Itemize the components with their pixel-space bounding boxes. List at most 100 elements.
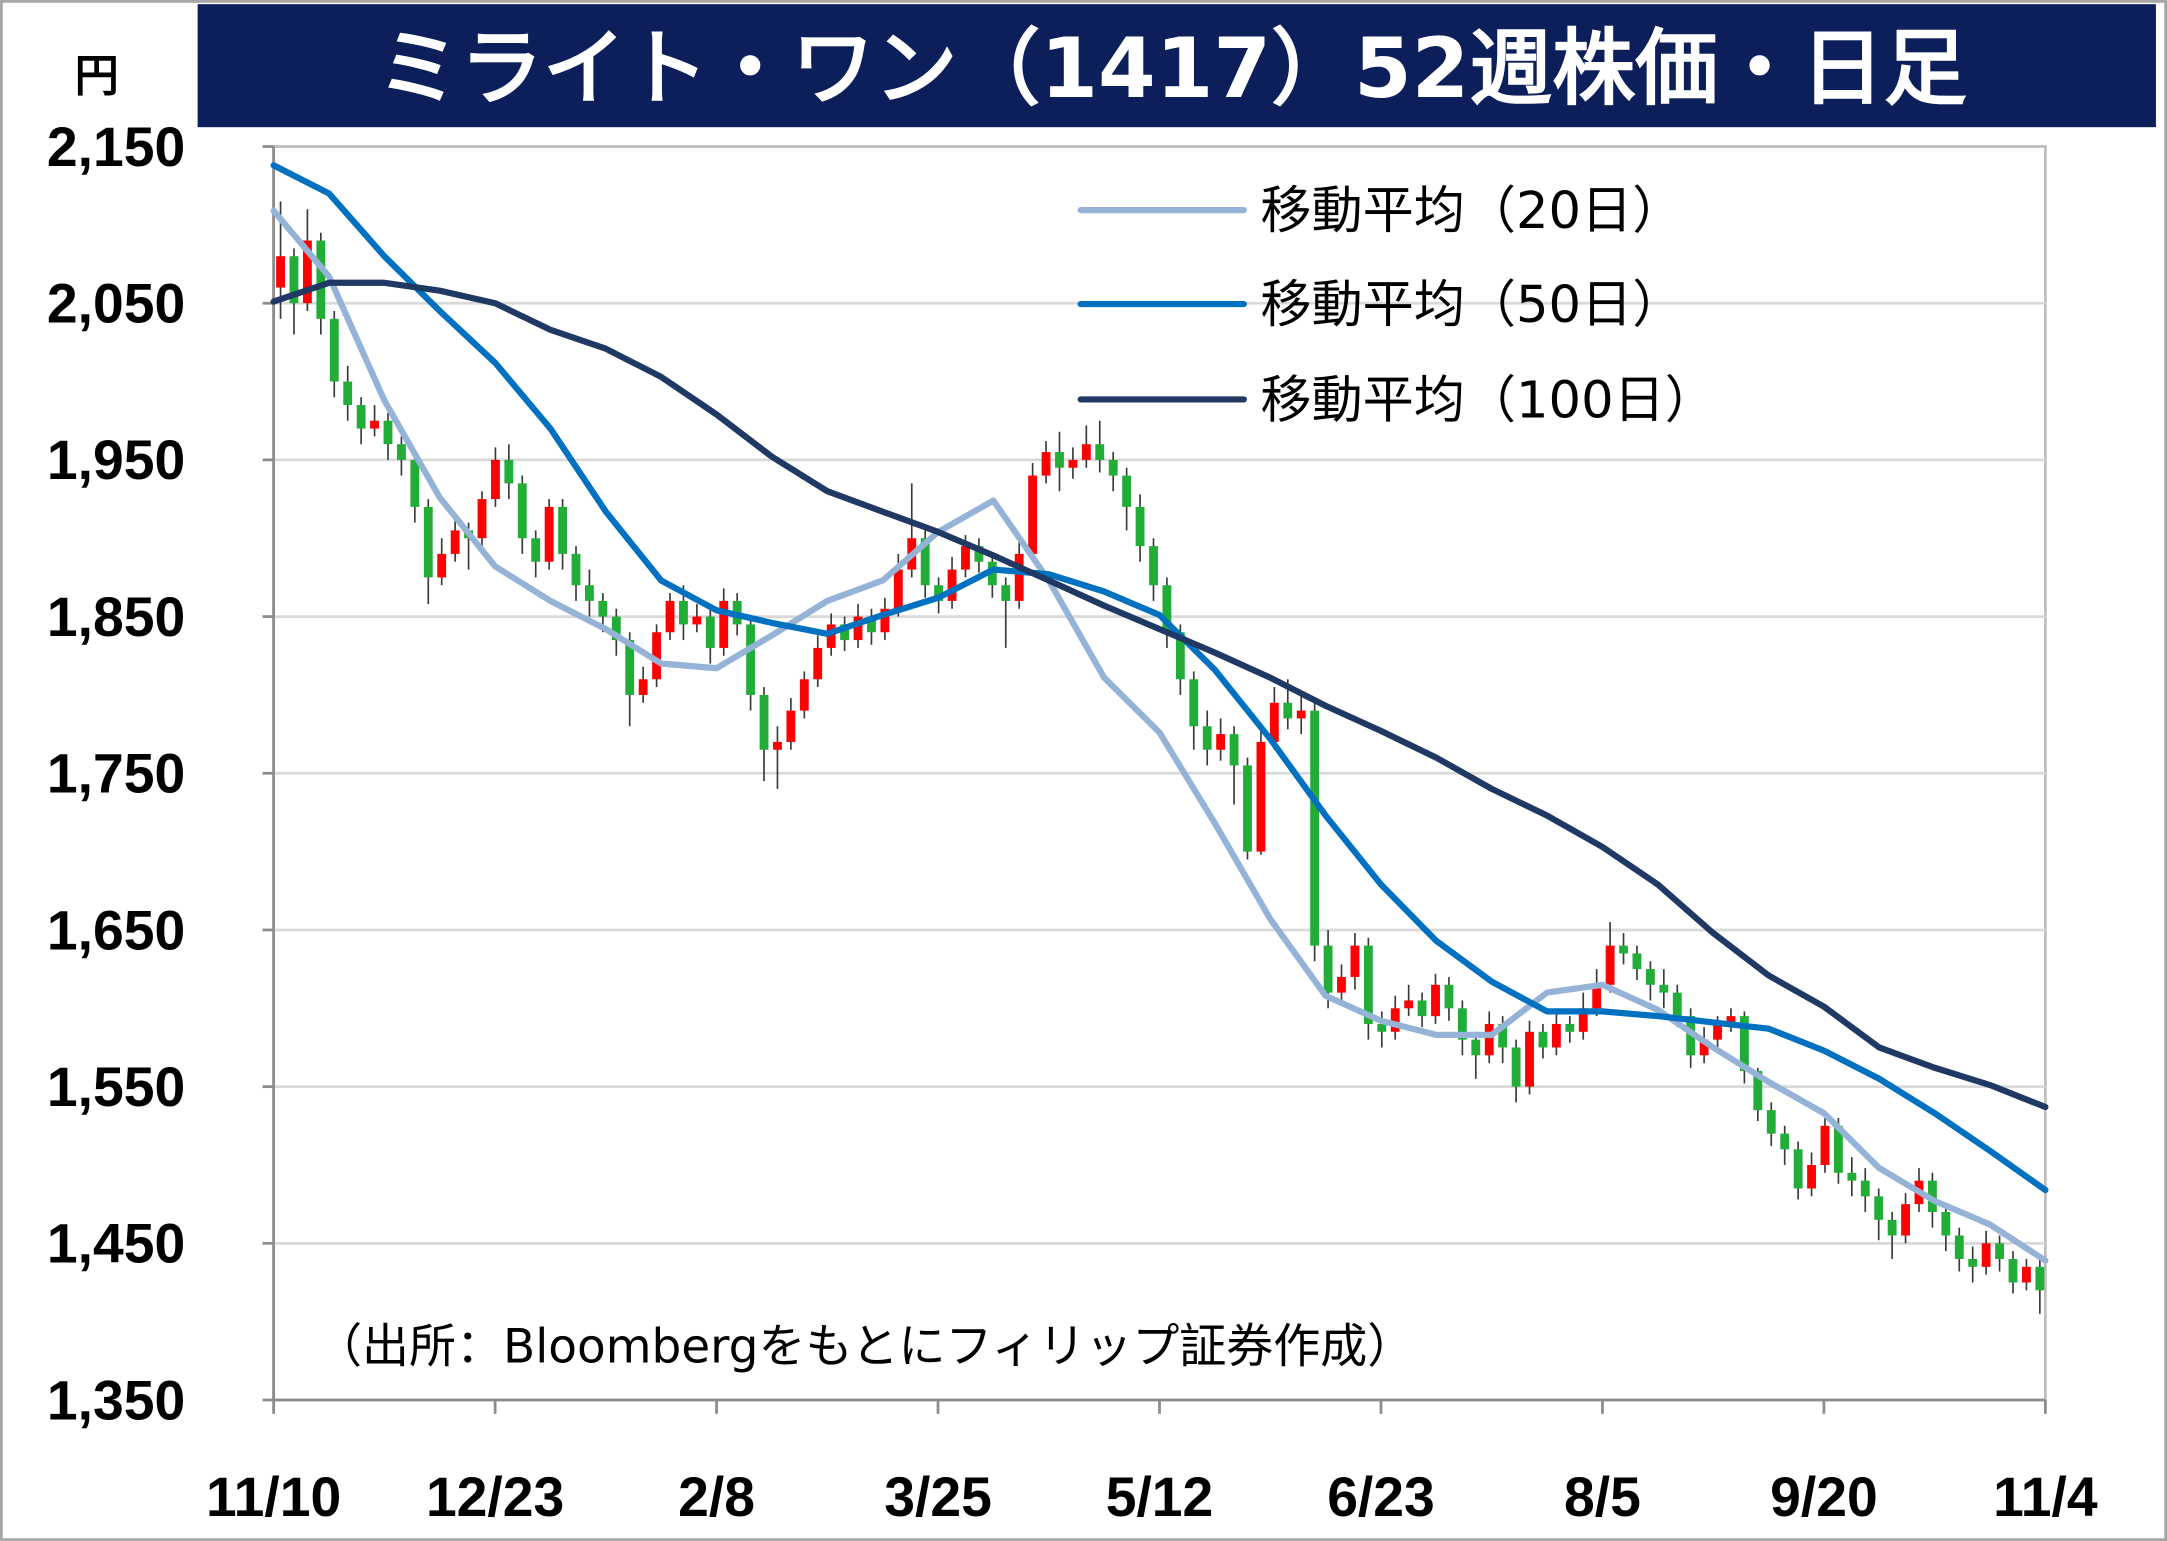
candle-body <box>1095 444 1105 460</box>
candle-down <box>531 530 541 578</box>
candle-body <box>786 710 796 742</box>
x-tick-label: 3/25 <box>884 1466 992 1528</box>
x-tick-label: 6/23 <box>1327 1466 1435 1528</box>
y-tick-label: 1,550 <box>47 1056 185 1118</box>
candle-up <box>1041 441 1051 484</box>
candle-body <box>1149 546 1158 586</box>
candle-body <box>1457 1008 1467 1040</box>
candle-down <box>1457 1000 1467 1056</box>
candle-body <box>1484 1023 1494 1056</box>
candle-body <box>799 679 809 711</box>
candle-body <box>1055 452 1064 468</box>
candle-up <box>773 726 782 789</box>
y-tick-label: 1,750 <box>47 743 185 805</box>
candle-down <box>1202 710 1212 766</box>
chart-title: ミライト・ワン（1417）52週株価・日足 <box>377 20 1967 117</box>
candle-body <box>705 616 715 648</box>
candle-body <box>1619 945 1628 954</box>
candle-down <box>1444 976 1454 1021</box>
candle-body <box>396 444 406 460</box>
candle-up <box>1820 1114 1830 1173</box>
candle-body <box>920 538 930 586</box>
candle-up <box>1256 729 1266 855</box>
candle-up <box>1337 964 1346 1006</box>
candle-down <box>759 687 769 782</box>
candle-down <box>1001 577 1011 648</box>
candle-body <box>1350 945 1360 977</box>
candle-body <box>423 506 433 578</box>
candle-up <box>1014 541 1024 609</box>
candle-body <box>1108 459 1118 476</box>
candle-body <box>1645 969 1655 985</box>
candle-body <box>880 608 890 633</box>
candle-down <box>746 616 756 711</box>
candle-body <box>665 600 675 633</box>
y-tick-label: 2,150 <box>47 116 185 178</box>
candle-body <box>1739 1016 1749 1071</box>
candle-body <box>638 679 648 695</box>
candle-body <box>1766 1110 1776 1134</box>
candle-up <box>1350 933 1360 990</box>
candle-up <box>947 557 957 609</box>
candle-down <box>1780 1125 1790 1165</box>
candle-body <box>289 256 299 304</box>
candle-body <box>1162 585 1172 633</box>
candle-body <box>1511 1047 1521 1087</box>
candle-down <box>1229 726 1239 805</box>
candle-body <box>316 240 326 319</box>
candle-body <box>1968 1258 1978 1267</box>
candle-body <box>961 546 970 570</box>
candle-down <box>410 452 420 523</box>
candle-body <box>1632 953 1642 970</box>
candle-down <box>705 608 715 664</box>
candle-up <box>1981 1230 1991 1275</box>
candle-body <box>1189 679 1199 727</box>
candle-up <box>1807 1152 1816 1197</box>
candle-body <box>840 624 850 641</box>
candle-body <box>276 256 285 288</box>
candle-up <box>544 499 554 570</box>
candle-body <box>558 506 567 554</box>
candle-down <box>571 546 581 601</box>
candle-up <box>1068 447 1078 479</box>
candle-body <box>1833 1125 1843 1173</box>
candle-body <box>1001 585 1011 601</box>
candle-body <box>692 616 702 625</box>
moving-average-line-3 <box>270 279 2049 1111</box>
x-tick-label: 11/4 <box>1993 1466 2098 1528</box>
title-bar: ミライト・ワン（1417）52週株価・日足 <box>197 4 2156 128</box>
candle-body <box>719 600 729 648</box>
candle-down <box>1417 992 1427 1028</box>
candle-body <box>1081 444 1091 460</box>
candle-down <box>1766 1102 1776 1147</box>
candle-body <box>1995 1243 2004 1259</box>
candle-down <box>1363 937 1373 1040</box>
candle-down <box>1941 1204 1951 1252</box>
candle-body <box>679 600 688 625</box>
candle-body <box>1887 1219 1897 1236</box>
candle-down <box>1377 1011 1387 1048</box>
candle-down <box>1471 1031 1481 1079</box>
candle-body <box>759 694 769 750</box>
x-tick-label: 12/23 <box>426 1466 564 1528</box>
candle-up <box>1726 1008 1736 1032</box>
candle-body <box>1404 1000 1414 1009</box>
x-tick-label: 5/12 <box>1106 1466 1214 1528</box>
candle-body <box>1659 984 1669 993</box>
candle-up <box>719 588 729 656</box>
candle-up <box>1431 973 1440 1024</box>
moving-average-line-1 <box>270 207 2049 1264</box>
candle-body <box>571 553 581 586</box>
candle-down <box>1122 467 1132 531</box>
candle-body <box>504 459 514 484</box>
candle-down <box>1860 1168 1870 1212</box>
candle-up <box>813 635 823 688</box>
candle-body <box>1860 1180 1870 1197</box>
candle-down <box>1243 757 1252 860</box>
candle-body <box>1820 1125 1830 1165</box>
candle-down <box>517 475 527 554</box>
y-tick-label: 1,850 <box>47 586 185 648</box>
candle-down <box>1310 702 1320 962</box>
